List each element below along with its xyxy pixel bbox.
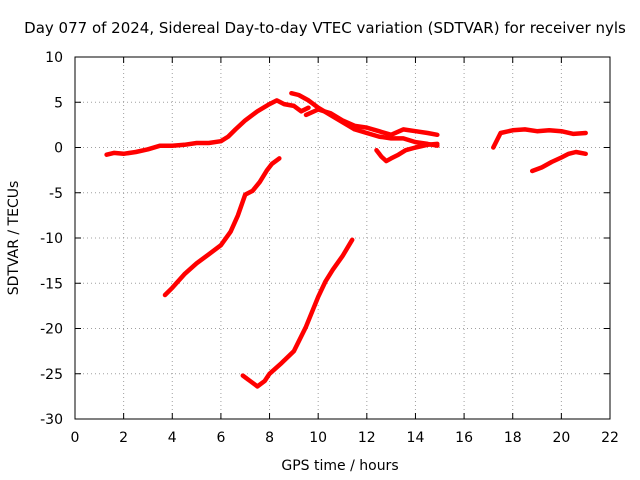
x-tick-label: 8 [265,430,274,446]
y-tick-label: -25 [40,367,63,383]
x-tick-label: 0 [71,430,80,446]
x-tick-label: 20 [552,430,570,446]
x-axis-ticks: 0 2 4 6 8 10 12 14 16 18 20 22 [71,57,619,446]
series-line-arc-3 [303,107,440,138]
x-tick-label: 4 [168,430,177,446]
y-tick-label: -20 [40,322,63,338]
y-tick-label: 10 [45,50,63,66]
series-line-arc-8 [529,149,588,174]
x-tick-label: 2 [119,430,128,446]
series-line-arc-6 [240,237,355,389]
series-line-arc-4 [374,141,440,164]
y-axis-label: SDTVAR / TECUs [6,181,22,296]
x-tick-label: 10 [309,430,327,446]
y-tick-label: -30 [40,412,63,428]
x-tick-label: 16 [455,430,473,446]
grid-lines [75,57,610,419]
x-tick-label: 14 [407,430,425,446]
series-line-arc-7 [491,127,588,150]
chart-title: Day 077 of 2024, Sidereal Day-to-day VTE… [24,19,626,37]
x-tick-label: 12 [358,430,376,446]
series-line-arc-5 [162,156,282,298]
series-line-arc-2 [289,90,440,148]
x-tick-label: 6 [216,430,225,446]
x-tick-label: 18 [504,430,522,446]
y-tick-label: 0 [54,141,63,157]
y-tick-label: 5 [54,95,63,111]
y-tick-label: -10 [40,231,63,247]
y-axis-ticks: -30 -25 -20 -15 -10 -5 0 5 10 [40,50,610,428]
data-series [104,90,588,389]
y-tick-label: -5 [49,186,63,202]
x-axis-label: GPS time / hours [281,458,398,474]
x-tick-label: 22 [601,430,619,446]
y-tick-label: -15 [40,276,63,292]
series-line-arc-1 [104,98,311,157]
